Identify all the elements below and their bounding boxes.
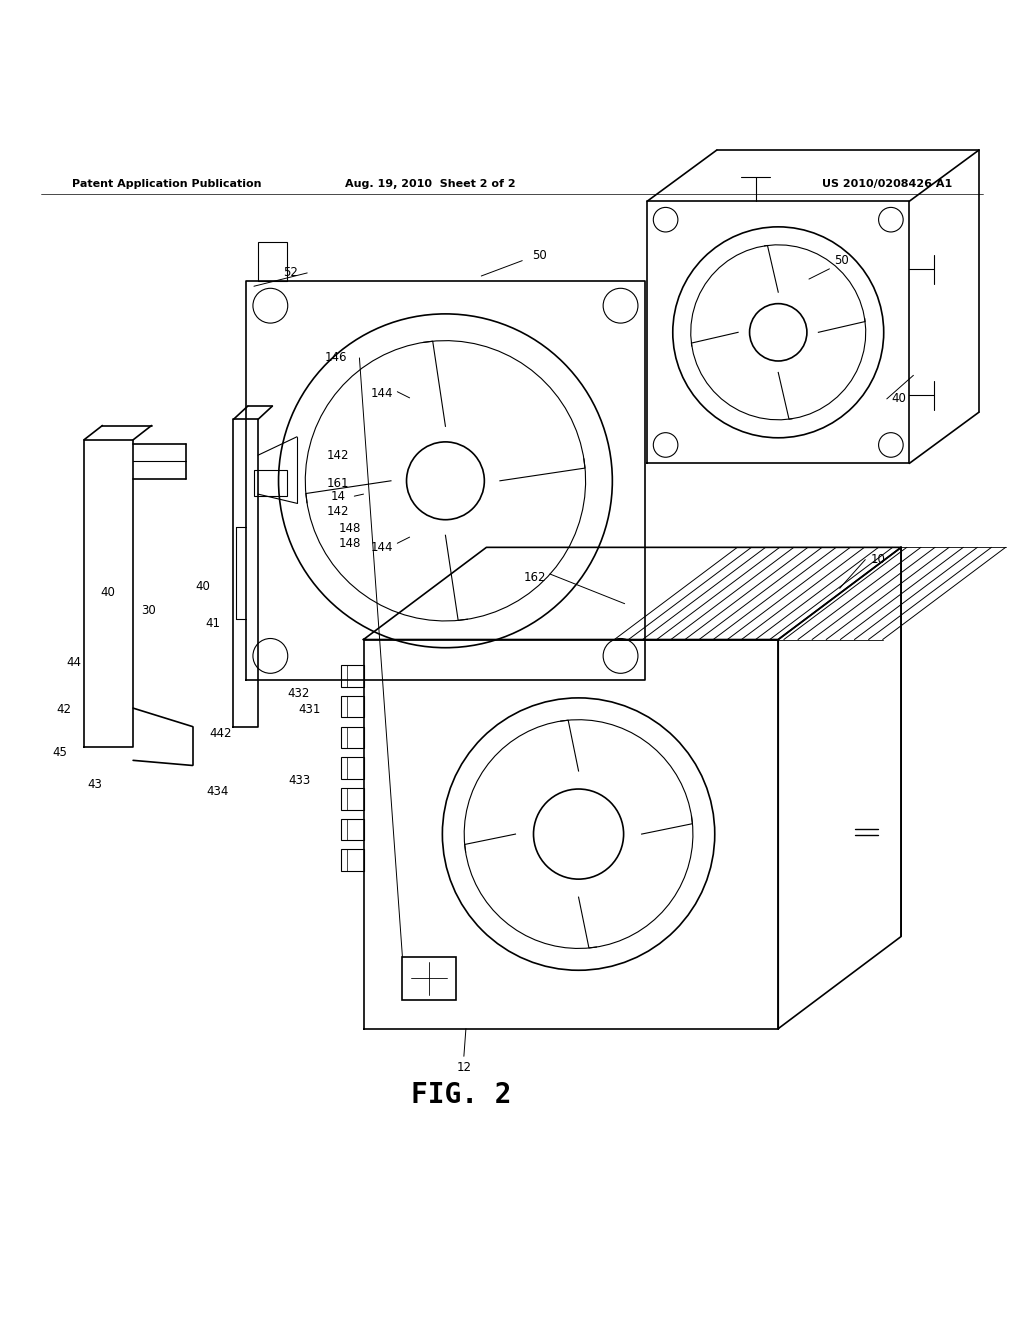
Text: US 2010/0208426 A1: US 2010/0208426 A1 — [822, 178, 952, 189]
Text: 40: 40 — [196, 579, 210, 593]
Bar — [402, 957, 456, 1001]
Bar — [254, 470, 287, 496]
Bar — [258, 242, 287, 281]
Text: 161: 161 — [327, 478, 349, 490]
Text: 142: 142 — [327, 449, 349, 462]
Text: 14: 14 — [331, 490, 345, 503]
Text: 40: 40 — [100, 586, 115, 599]
Bar — [341, 818, 364, 841]
Text: 41: 41 — [206, 616, 220, 630]
Text: 162: 162 — [523, 570, 546, 583]
Text: Patent Application Publication: Patent Application Publication — [72, 178, 261, 189]
Bar — [341, 788, 364, 809]
Bar — [341, 696, 364, 717]
Text: 144: 144 — [371, 541, 393, 554]
Text: 10: 10 — [871, 553, 886, 566]
Text: 432: 432 — [288, 688, 310, 701]
Text: 12: 12 — [457, 1061, 471, 1074]
Bar — [341, 726, 364, 748]
Text: 30: 30 — [141, 605, 156, 618]
Text: 44: 44 — [67, 656, 81, 668]
Text: 434: 434 — [206, 784, 228, 797]
Text: 142: 142 — [327, 506, 349, 517]
Text: 442: 442 — [209, 727, 231, 741]
Text: 43: 43 — [88, 779, 102, 792]
Bar — [341, 665, 364, 686]
Text: 144: 144 — [371, 387, 393, 400]
Text: 431: 431 — [298, 702, 321, 715]
Text: 146: 146 — [325, 351, 347, 364]
Text: 148: 148 — [339, 537, 361, 549]
Text: 148: 148 — [339, 523, 361, 536]
Bar — [341, 850, 364, 871]
Text: 45: 45 — [52, 746, 67, 759]
Text: Aug. 19, 2010  Sheet 2 of 2: Aug. 19, 2010 Sheet 2 of 2 — [345, 178, 515, 189]
Text: 52: 52 — [284, 267, 298, 280]
Bar — [341, 758, 364, 779]
Text: 40: 40 — [892, 392, 906, 405]
Text: 433: 433 — [288, 775, 310, 787]
Text: 42: 42 — [56, 702, 71, 715]
Text: FIG. 2: FIG. 2 — [411, 1081, 511, 1109]
Text: 50: 50 — [835, 255, 849, 267]
Text: 50: 50 — [532, 249, 547, 261]
